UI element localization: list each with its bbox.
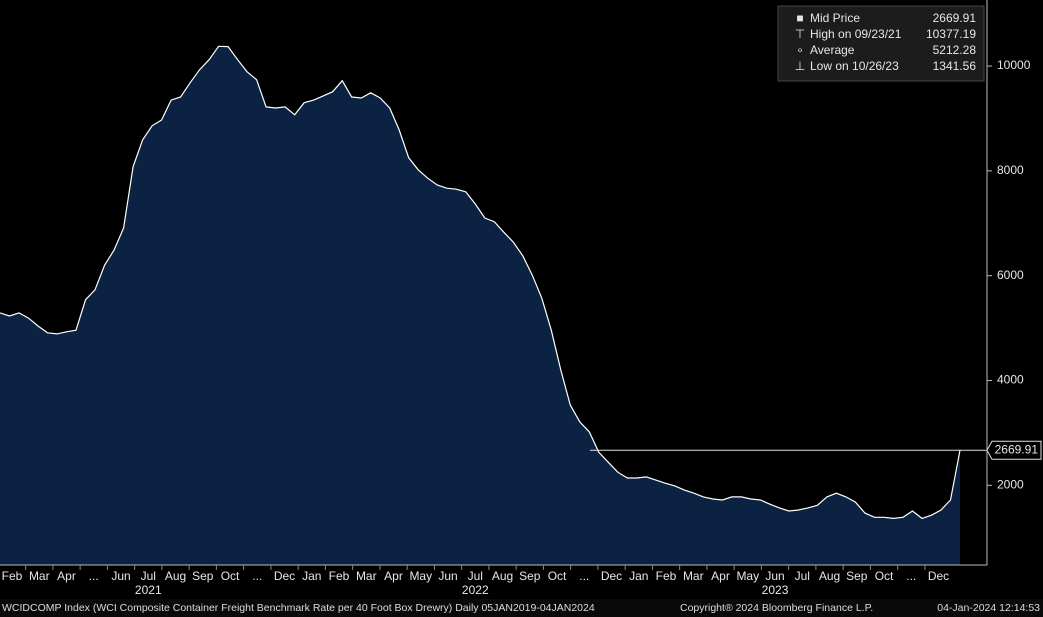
legend-icon: ⊤ <box>795 27 805 41</box>
x-tick-label: Aug <box>165 569 186 583</box>
x-tick-label: May <box>736 569 759 583</box>
y-tick-label: 6000 <box>997 268 1024 282</box>
x-tick-label: Apr <box>711 569 730 583</box>
x-tick-label: Jul <box>795 569 810 583</box>
footer-description: WCIDCOMP Index (WCI Composite Container … <box>2 602 595 614</box>
x-tick-label: Sep <box>846 569 868 583</box>
y-tick-label: 2000 <box>997 478 1024 492</box>
y-tick-label: 10000 <box>997 58 1031 72</box>
area-fill <box>0 46 960 566</box>
legend-value: 1341.56 <box>933 59 977 73</box>
last-value-label: 2669.91 <box>995 442 1039 456</box>
legend-value: 10377.19 <box>926 27 976 41</box>
year-label: 2023 <box>762 583 789 597</box>
x-tick-label: Jul <box>468 569 483 583</box>
x-tick-label: Jul <box>141 569 156 583</box>
x-tick-label: ... <box>252 569 262 583</box>
x-tick-label: May <box>409 569 432 583</box>
x-tick-label: Jun <box>111 569 130 583</box>
last-value-box <box>986 440 1042 460</box>
x-tick-label: ... <box>906 569 916 583</box>
year-label: 2022 <box>462 583 489 597</box>
x-tick-label: Jan <box>629 569 648 583</box>
x-tick-label: Sep <box>519 569 541 583</box>
legend-name: Mid Price <box>810 11 860 25</box>
footer-strip <box>0 599 1043 617</box>
x-tick-label: Aug <box>492 569 513 583</box>
legend-icon: ⊥ <box>795 59 805 73</box>
footer-copyright: Copyright® 2024 Bloomberg Finance L.P. <box>680 602 873 614</box>
x-tick-label: Dec <box>274 569 295 583</box>
legend-icon: ∘ <box>796 43 804 57</box>
x-tick-label: Jun <box>765 569 784 583</box>
x-tick-label: Apr <box>384 569 403 583</box>
price-line <box>0 45 961 520</box>
legend-name: Average <box>810 43 855 57</box>
x-tick-label: Dec <box>928 569 949 583</box>
x-tick-label: Mar <box>29 569 50 583</box>
x-tick-label: Dec <box>601 569 622 583</box>
x-tick-label: Mar <box>683 569 704 583</box>
x-tick-label: Oct <box>875 569 894 583</box>
footer-timestamp: 04-Jan-2024 12:14:53 <box>937 602 1040 614</box>
legend-box <box>777 5 985 82</box>
x-tick-label: Oct <box>221 569 240 583</box>
year-label: 2021 <box>135 583 162 597</box>
y-tick-label: 4000 <box>997 373 1024 387</box>
x-tick-label: Mar <box>356 569 377 583</box>
y-tick-label: 8000 <box>997 163 1024 177</box>
x-tick-label: Feb <box>329 569 350 583</box>
x-tick-label: Jan <box>302 569 321 583</box>
x-tick-label: Feb <box>656 569 677 583</box>
x-tick-label: Feb <box>2 569 23 583</box>
x-tick-label: ... <box>89 569 99 583</box>
x-tick-label: ... <box>579 569 589 583</box>
legend-name: High on 09/23/21 <box>810 27 902 41</box>
x-tick-label: Aug <box>819 569 840 583</box>
legend-value: 2669.91 <box>933 11 977 25</box>
legend-name: Low on 10/26/23 <box>810 59 899 73</box>
x-tick-label: Oct <box>548 569 567 583</box>
legend-value: 5212.28 <box>933 43 977 57</box>
legend-icon: ■ <box>796 11 803 25</box>
x-tick-label: Jun <box>438 569 457 583</box>
x-tick-label: Apr <box>57 569 76 583</box>
x-tick-label: Sep <box>192 569 214 583</box>
